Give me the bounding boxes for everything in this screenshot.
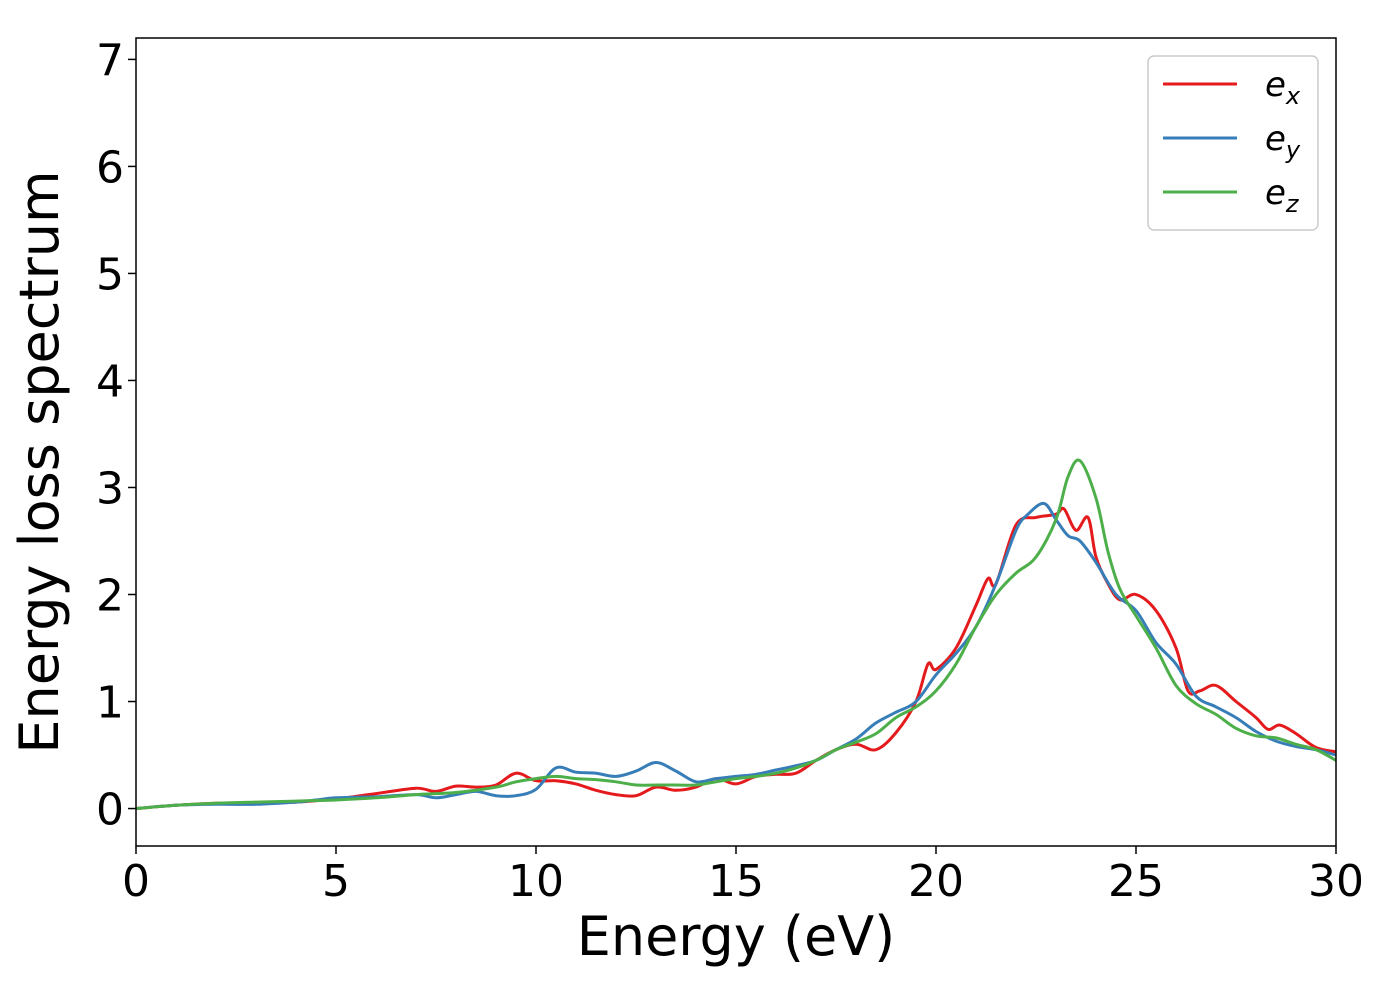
legend-label: ex	[1265, 65, 1301, 110]
series-layer	[136, 458, 1336, 810]
y-axis-label: Energy loss spectrum	[8, 170, 71, 753]
y-tick-label: 0	[96, 785, 124, 836]
y-tick-label: 2	[96, 571, 124, 622]
x-tick-label: 10	[508, 856, 564, 907]
series-line-e-z	[136, 458, 1336, 810]
x-axis-label: Energy (eV)	[577, 905, 896, 968]
legend-label: ez	[1265, 173, 1300, 218]
x-tick-label: 25	[1108, 856, 1164, 907]
x-tick-label: 5	[322, 856, 350, 907]
x-tick-label: 30	[1308, 856, 1364, 907]
x-tick-label: 20	[908, 856, 964, 907]
series-line-e-y	[136, 501, 1336, 810]
y-tick-label: 1	[96, 678, 124, 729]
x-tick-label: 0	[122, 856, 150, 907]
y-tick-label: 6	[96, 142, 124, 193]
legend-label: ey	[1265, 119, 1301, 164]
y-tick-label: 5	[96, 249, 124, 300]
x-axis-ticks: 0 5 10 15 20 25 30	[122, 846, 1364, 907]
y-tick-label: 7	[96, 35, 124, 86]
legend: ex ey ez	[1147, 55, 1319, 231]
series-line-e-x	[136, 506, 1336, 810]
y-tick-label: 4	[96, 356, 124, 407]
legend-box	[1147, 55, 1319, 231]
x-tick-label: 15	[708, 856, 764, 907]
y-tick-label: 3	[96, 463, 124, 514]
y-axis-ticks: 0 1 2 3 4 5 6 7	[96, 35, 136, 836]
